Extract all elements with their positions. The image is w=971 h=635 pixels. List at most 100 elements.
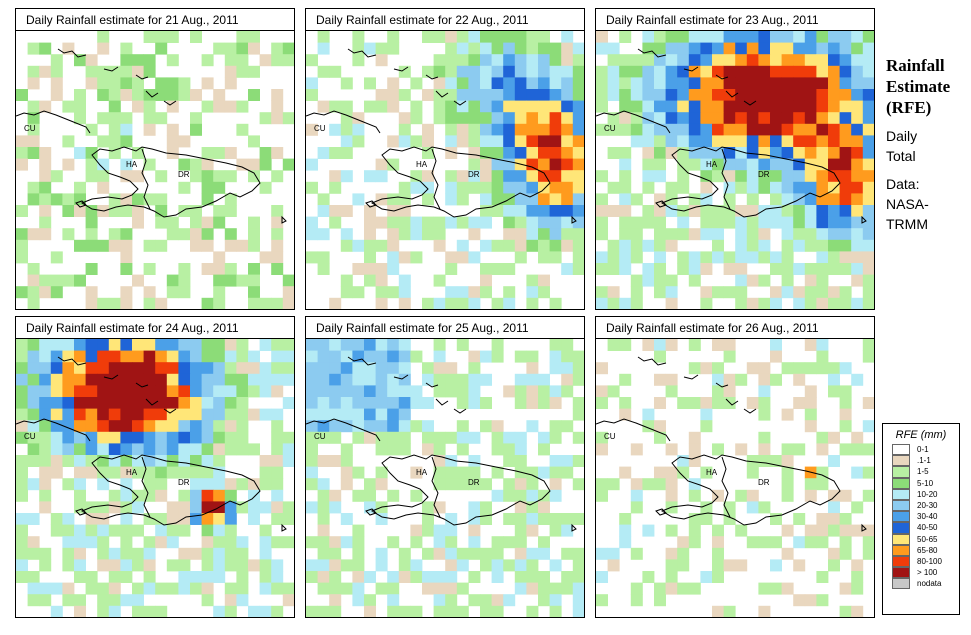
rainfall-cell	[178, 350, 191, 363]
rainfall-cell	[213, 100, 226, 113]
rainfall-cell	[781, 100, 794, 113]
rainfall-cell	[456, 100, 469, 113]
rainfall-cell	[85, 397, 98, 409]
rainfall-cell	[422, 420, 434, 433]
rainfall-cell	[770, 135, 782, 148]
rainfall-cell	[804, 489, 817, 502]
rainfall-cell	[410, 251, 423, 264]
rainfall-cell	[491, 547, 504, 560]
rainfall-cell	[387, 31, 400, 43]
rainfall-cell	[746, 31, 759, 43]
rainfall-cell	[607, 263, 620, 275]
rainfall-cell	[770, 100, 782, 113]
rainfall-cell	[514, 239, 527, 252]
rainfall-cell	[132, 385, 144, 398]
rainfall-cell	[572, 77, 584, 90]
rainfall-cell	[364, 385, 376, 398]
rainfall-cell	[271, 205, 284, 217]
rainfall-cell	[561, 170, 574, 183]
rainfall-cell	[491, 65, 504, 78]
country-label-dr: DR	[758, 478, 770, 487]
rainfall-cell	[236, 582, 249, 595]
rainfall-cell	[758, 158, 771, 171]
rainfall-cell	[120, 547, 133, 560]
rainfall-cell	[27, 373, 40, 386]
rainfall-cell	[375, 297, 388, 309]
rainfall-cell	[456, 239, 469, 252]
rainfall-cell	[723, 31, 736, 43]
rainfall-cell	[143, 350, 156, 363]
rainfall-cell	[50, 582, 63, 595]
rainfall-cell	[201, 239, 214, 252]
rainfall-cell	[480, 420, 492, 433]
rainfall-cell	[526, 239, 539, 252]
rainfall-cell	[282, 158, 294, 171]
rainfall-cell	[538, 216, 550, 229]
rainfall-cell	[62, 559, 75, 572]
rainfall-cell	[375, 385, 388, 398]
rainfall-cell	[514, 582, 527, 595]
rainfall-cell	[781, 42, 794, 55]
rainfall-cell	[862, 123, 874, 136]
rainfall-cell	[526, 274, 539, 287]
rainfall-cell	[433, 571, 446, 583]
country-label-cu: CU	[314, 432, 326, 441]
rainfall-cell	[190, 228, 202, 241]
map-panel-23-aug: Daily Rainfall estimate for 23 Aug., 201…	[595, 8, 875, 310]
rainfall-cell	[514, 397, 527, 409]
rainfall-cell	[781, 158, 794, 171]
rainfall-cell	[120, 420, 133, 433]
rainfall-cell	[468, 31, 481, 43]
rainfall-cell	[50, 455, 63, 467]
rainfall-cell	[108, 501, 121, 514]
rainfall-cell	[85, 385, 98, 398]
rainfall-cell	[375, 339, 388, 351]
legend-label: 0-1	[917, 445, 929, 454]
rainfall-cell	[364, 571, 376, 583]
rainfall-cell	[143, 478, 156, 491]
rainfall-cell	[561, 77, 574, 90]
rainfall-cell	[746, 489, 759, 502]
rainfall-cell	[282, 274, 294, 287]
rainfall-cell	[108, 408, 121, 421]
rainfall-cell	[120, 297, 133, 309]
rainfall-cell	[607, 123, 620, 136]
rainfall-cell	[526, 158, 539, 171]
legend-item: 40-50	[883, 522, 959, 534]
coastline	[655, 508, 867, 532]
rainfall-cell	[677, 123, 690, 136]
rainfall-cell	[236, 42, 249, 55]
rainfall-cell	[39, 431, 52, 444]
rainfall-cell	[712, 251, 724, 264]
rainfall-cell	[712, 547, 724, 560]
rainfall-cell	[410, 350, 423, 363]
rainfall-cell	[770, 89, 782, 101]
legend-items: 0-1.1-1 1-5 5-10 10-20 20-30 30-40 40-50 50-65 6…	[883, 444, 959, 590]
rainfall-cell	[445, 65, 458, 78]
rainfall-cell	[155, 297, 168, 309]
rainfall-cell	[468, 216, 481, 229]
rainfall-cell	[27, 594, 40, 607]
rainfall-cell	[677, 582, 690, 595]
rainfall-cell	[201, 571, 214, 583]
rainfall-cell	[364, 100, 376, 113]
rainfall-cell	[723, 181, 736, 194]
rainfall-cell	[248, 228, 260, 241]
rainfall-cell	[723, 605, 736, 617]
rainfall-cell	[259, 339, 272, 351]
legend-label: nodata	[917, 579, 942, 589]
country-label-ha: HA	[416, 468, 428, 477]
rainfall-cell	[839, 158, 852, 171]
rainfall-cell	[352, 385, 365, 398]
rainfall-cell	[39, 420, 52, 433]
rainfall-cell	[39, 286, 52, 299]
rainfall-cell	[39, 350, 52, 363]
rainfall-cell	[561, 54, 574, 67]
rainfall-cell	[16, 228, 28, 241]
rainfall-cell	[665, 466, 678, 479]
rainfall-cell	[120, 239, 133, 252]
rainfall-cell	[468, 501, 481, 514]
rainfall-cell	[514, 205, 527, 217]
rainfall-cell	[619, 158, 632, 171]
rainfall-cell	[781, 181, 794, 194]
